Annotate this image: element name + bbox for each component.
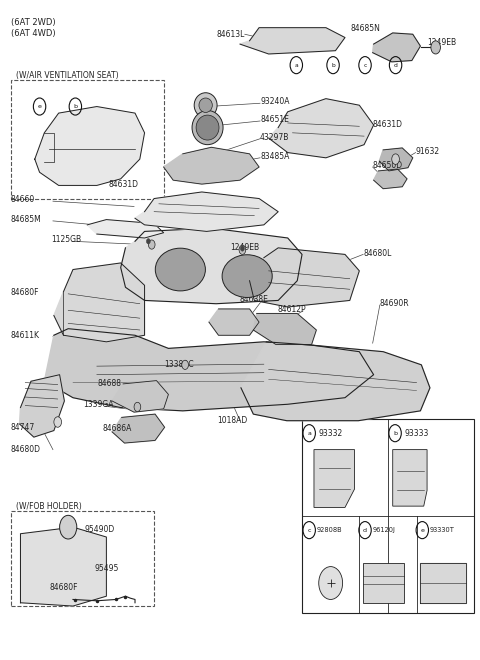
Text: 93240A: 93240A [260,97,289,106]
Text: 1018AD: 1018AD [217,416,247,424]
Polygon shape [269,98,373,158]
Ellipse shape [156,248,205,291]
Text: 84611K: 84611K [11,331,40,340]
Text: 91632: 91632 [416,147,440,156]
Text: 93330T: 93330T [430,527,455,533]
Text: e: e [420,527,424,533]
Text: 84660: 84660 [11,195,35,205]
Text: 1338AC: 1338AC [165,360,194,370]
Text: 43297B: 43297B [260,133,289,142]
Polygon shape [21,527,107,606]
Text: 84680F: 84680F [49,583,78,592]
Text: 84651E: 84651E [260,115,289,124]
Polygon shape [112,414,165,443]
Text: 95490D: 95490D [85,525,115,534]
Polygon shape [164,147,259,184]
Text: b: b [331,63,335,67]
Polygon shape [314,449,355,508]
Polygon shape [209,309,259,335]
Polygon shape [250,248,360,307]
Text: 93333: 93333 [405,429,429,438]
Polygon shape [241,342,430,420]
Text: 84680L: 84680L [363,249,392,257]
Ellipse shape [192,110,223,145]
Text: 84690R: 84690R [380,298,409,308]
Text: 92808B: 92808B [316,527,342,533]
Text: 84612P: 84612P [277,305,306,314]
Ellipse shape [194,93,217,117]
Text: 1249EB: 1249EB [230,244,260,252]
Bar [302,418,474,612]
Text: 84613L: 84613L [216,30,245,39]
Text: 84631D: 84631D [109,180,139,189]
Polygon shape [44,329,373,411]
Text: (W/AIR VENTILATION SEAT): (W/AIR VENTILATION SEAT) [16,71,119,81]
Polygon shape [35,106,144,185]
Text: 84631D: 84631D [372,120,403,129]
Text: a: a [307,431,311,436]
Bar [363,564,404,603]
Ellipse shape [196,115,219,140]
Text: d: d [363,527,367,533]
Polygon shape [253,314,316,345]
Polygon shape [120,228,302,304]
Polygon shape [372,33,420,62]
Circle shape [431,41,441,54]
Polygon shape [379,148,413,171]
Polygon shape [135,192,278,232]
Text: c: c [363,63,367,67]
Text: 1249EB: 1249EB [427,38,456,47]
Text: d: d [394,63,397,67]
Circle shape [60,515,77,539]
Polygon shape [240,28,345,54]
Circle shape [146,239,150,244]
Text: (6AT 2WD): (6AT 2WD) [11,18,56,27]
Text: 84688: 84688 [98,379,122,388]
Text: 84680F: 84680F [11,288,39,297]
Circle shape [148,240,155,249]
Text: 95495: 95495 [95,564,119,573]
Polygon shape [54,263,144,342]
Text: b: b [393,431,397,436]
Circle shape [240,246,244,251]
Circle shape [392,154,399,164]
Ellipse shape [199,98,212,112]
Text: 84650D: 84650D [372,161,403,170]
Text: 84686A: 84686A [103,424,132,433]
Text: 84685M: 84685M [11,215,42,224]
Polygon shape [20,375,64,437]
Text: (W/FOB HOLDER): (W/FOB HOLDER) [16,502,82,511]
Text: 96120J: 96120J [372,527,395,533]
Circle shape [134,403,141,411]
Text: 84638E: 84638E [239,295,268,304]
Text: e: e [37,104,41,109]
Text: (6AT 4WD): (6AT 4WD) [11,29,56,38]
Text: 84747: 84747 [11,423,35,432]
Polygon shape [420,564,466,603]
Circle shape [319,566,343,599]
Ellipse shape [222,255,272,298]
Text: 84680D: 84680D [11,445,41,454]
Text: 1339GA: 1339GA [84,401,114,409]
Circle shape [54,416,61,427]
Circle shape [239,246,246,254]
Text: c: c [308,527,311,533]
Text: b: b [73,104,77,109]
Polygon shape [393,449,427,506]
Polygon shape [112,381,168,412]
Polygon shape [87,220,164,238]
Circle shape [182,360,189,370]
Text: a: a [295,63,298,67]
Polygon shape [373,169,407,189]
Text: 84685N: 84685N [351,24,381,34]
Text: 83485A: 83485A [260,152,289,161]
Text: 1125GB: 1125GB [51,236,82,244]
Text: 93332: 93332 [319,429,343,438]
